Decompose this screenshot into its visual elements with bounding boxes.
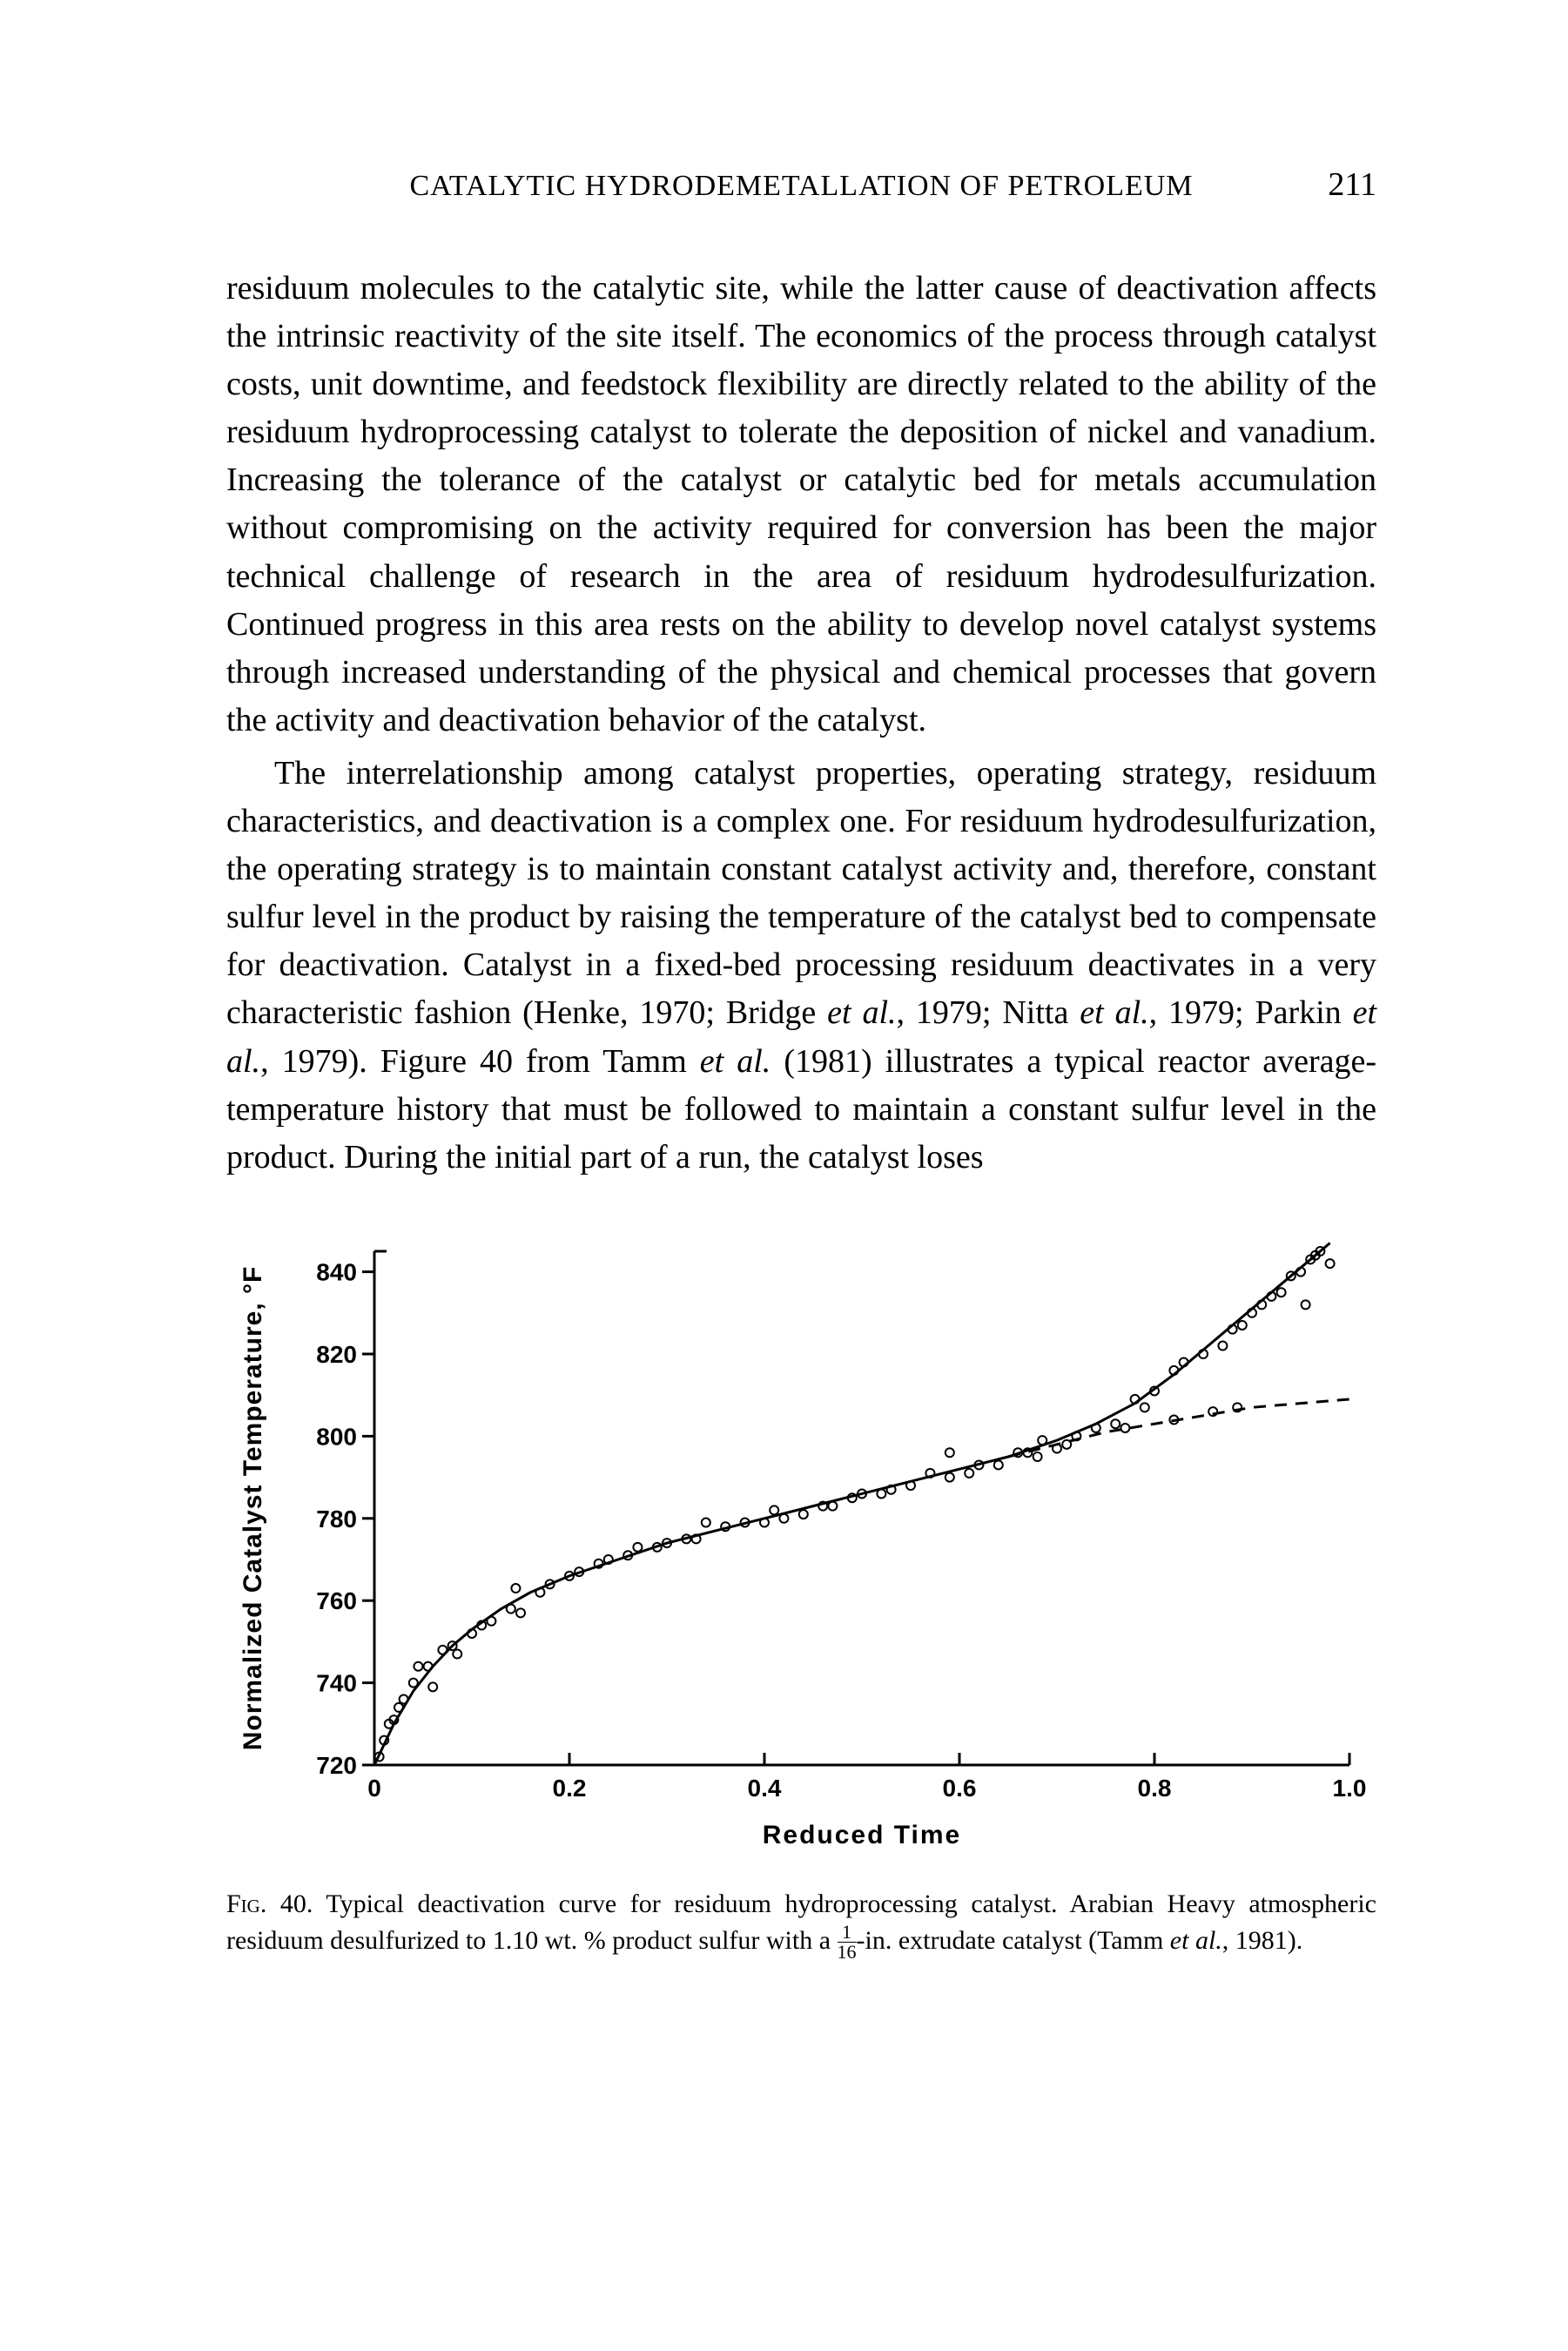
paragraph-2: The interrelationship among catalyst pro… bbox=[226, 750, 1376, 1182]
svg-text:0.4: 0.4 bbox=[748, 1775, 782, 1802]
svg-text:0.2: 0.2 bbox=[553, 1775, 587, 1802]
figure-40: 720 740 760 780 800 820 840 0 0.2 0.4 0.6 0.8 1.0 Red… bbox=[226, 1234, 1376, 1963]
svg-text:740: 740 bbox=[316, 1669, 357, 1696]
figure-caption: Fig. 40. Typical deactivation curve for … bbox=[226, 1886, 1376, 1963]
svg-text:820: 820 bbox=[316, 1341, 357, 1368]
svg-text:Reduced Time: Reduced Time bbox=[763, 1821, 962, 1849]
figure-label: Fig. 40. bbox=[226, 1890, 313, 1918]
svg-text:0: 0 bbox=[367, 1775, 381, 1802]
svg-text:760: 760 bbox=[316, 1587, 357, 1614]
svg-text:0.8: 0.8 bbox=[1138, 1775, 1172, 1802]
svg-text:0.6: 0.6 bbox=[943, 1775, 977, 1802]
running-head: CATALYTIC HYDRODEMETALLATION OF PETROLEU… bbox=[226, 165, 1376, 204]
page-number: 211 bbox=[1298, 165, 1376, 204]
svg-text:800: 800 bbox=[316, 1423, 357, 1450]
svg-text:840: 840 bbox=[316, 1258, 357, 1285]
svg-text:720: 720 bbox=[316, 1752, 357, 1779]
svg-text:780: 780 bbox=[316, 1506, 357, 1533]
paragraph-1: residuum molecules to the catalytic site… bbox=[226, 265, 1376, 744]
svg-text:1.0: 1.0 bbox=[1333, 1775, 1367, 1802]
body-text: residuum molecules to the catalytic site… bbox=[226, 265, 1376, 1182]
deactivation-chart: 720 740 760 780 800 820 840 0 0.2 0.4 0.6 0.8 1.0 Red… bbox=[226, 1234, 1376, 1861]
page: CATALYTIC HYDRODEMETALLATION OF PETROLEU… bbox=[0, 0, 1568, 2351]
running-title: CATALYTIC HYDRODEMETALLATION OF PETROLEU… bbox=[305, 170, 1298, 203]
svg-text:Normalized Catalyst Temperatur: Normalized Catalyst Temperature, °F bbox=[239, 1265, 267, 1750]
